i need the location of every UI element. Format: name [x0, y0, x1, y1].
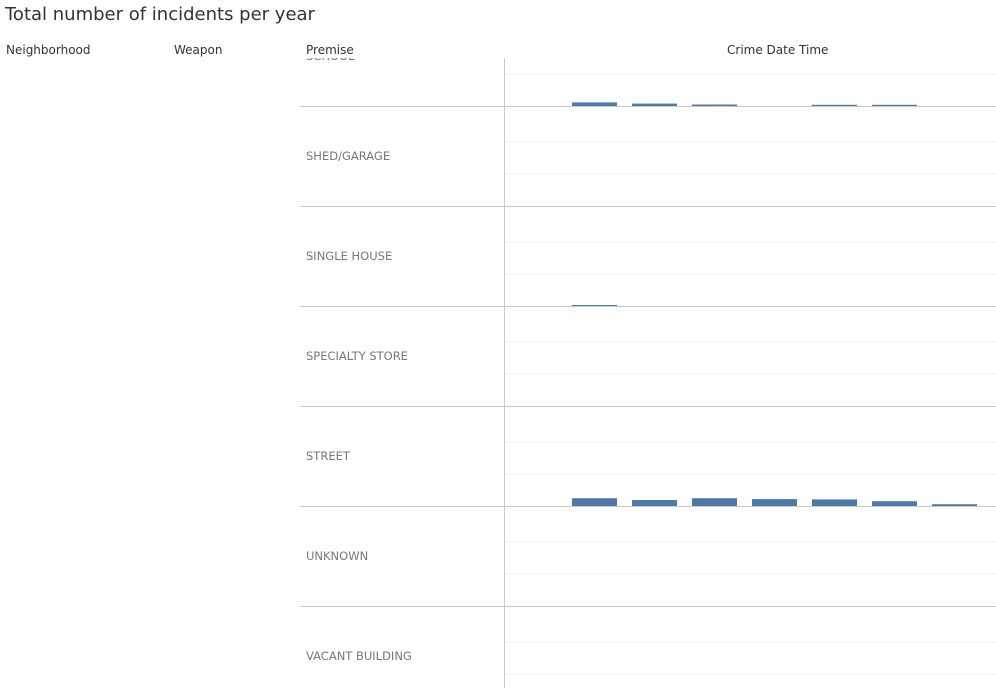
- bar-street-7[interactable]: [932, 504, 977, 506]
- premise-label-school[interactable]: SCHOOL: [306, 49, 355, 63]
- premise-label-single-house[interactable]: SINGLE HOUSE: [306, 249, 392, 263]
- weapon-column-header[interactable]: Weapon: [174, 43, 223, 57]
- bar-school-6[interactable]: [872, 104, 917, 106]
- neighborhood-column-header[interactable]: Neighborhood: [6, 43, 91, 57]
- premise-label-unknown[interactable]: UNKNOWN: [306, 549, 368, 563]
- chart-title: Total number of incidents per year: [5, 4, 315, 25]
- premise-label-street[interactable]: STREET: [306, 449, 351, 463]
- bar-street-5[interactable]: [812, 499, 857, 506]
- premise-label-shed-garage[interactable]: SHED/GARAGE: [306, 149, 390, 163]
- bar-school-1[interactable]: [572, 102, 617, 106]
- bar-street-6[interactable]: [872, 501, 917, 506]
- bar-street-4[interactable]: [752, 499, 797, 506]
- bar-single-house-1[interactable]: [572, 305, 617, 306]
- bar-street-1[interactable]: [572, 498, 617, 506]
- bar-school-3[interactable]: [692, 104, 737, 107]
- premise-column-header[interactable]: Premise: [306, 43, 354, 57]
- bar-street-2[interactable]: [632, 500, 677, 506]
- bar-street-3[interactable]: [692, 498, 737, 506]
- crime-date-time-header[interactable]: Crime Date Time: [727, 43, 829, 57]
- bar-school-2[interactable]: [632, 103, 677, 106]
- premise-label-vacant-building[interactable]: VACANT BUILDING: [306, 649, 412, 663]
- bar-school-5[interactable]: [812, 104, 857, 106]
- chart-panes: SCHOOL SHED/GARAGE SINGLE HOUSE SPECIALTY S…: [306, 49, 996, 675]
- premise-label-specialty-store[interactable]: SPECIALTY STORE: [306, 349, 408, 363]
